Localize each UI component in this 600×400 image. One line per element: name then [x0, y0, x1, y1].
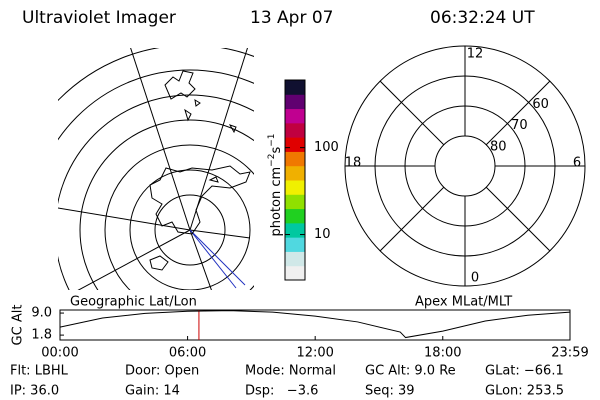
polar-label: Apex MLat/MLT — [415, 295, 512, 310]
colorbar-label: photon cm−2s−1 — [267, 133, 284, 236]
status-field: GLon: 253.5 — [485, 384, 564, 399]
colorbar-segment — [285, 265, 305, 281]
map-label: Geographic Lat/Lon — [70, 295, 197, 310]
polar-ring-label: 70 — [511, 118, 528, 133]
y-tick-label: 1.8 — [31, 328, 52, 343]
colorbar-segment — [285, 122, 305, 138]
colorbar-segment — [285, 80, 305, 95]
polar-ring-label: 60 — [532, 97, 549, 112]
colorbar-segment — [285, 208, 305, 224]
colorbar-segment — [285, 94, 305, 110]
colorbar-frame — [284, 79, 306, 281]
x-tick-label: 06:00 — [169, 346, 206, 361]
status-field: IP: 36.0 — [10, 384, 59, 399]
unit: photon cm — [269, 167, 284, 237]
x-tick-label: 00:00 — [41, 346, 78, 361]
geo-map — [58, 48, 254, 290]
status-field: Seq: 39 — [365, 384, 415, 399]
time: 06:32:24 UT — [430, 8, 535, 28]
colorbar-segment — [285, 165, 305, 181]
status-field: Dsp: −3.6 — [245, 384, 318, 399]
x-tick-label: 12:00 — [296, 346, 333, 361]
altitude-line — [59, 310, 571, 339]
colorbar-segment — [285, 194, 305, 210]
colorbar-segment — [285, 137, 305, 152]
unit: s — [269, 147, 284, 154]
polar-spoke — [379, 80, 445, 146]
polar-spoke — [379, 186, 445, 252]
colorbar-tick-label: 10 — [314, 227, 331, 242]
date: 13 Apr 07 — [250, 8, 333, 28]
polar-hour-label: 0 — [471, 271, 479, 286]
status-field: Flt: LBHL — [10, 364, 69, 379]
exponent: −1 — [267, 133, 277, 146]
polar-hour-label: 6 — [573, 156, 581, 171]
polar-ring-label: 80 — [490, 139, 507, 154]
polar-spoke — [485, 80, 551, 146]
polar-ring — [404, 105, 526, 227]
status-field: Gain: 14 — [125, 384, 180, 399]
status-field: GLat: −66.1 — [485, 364, 564, 379]
polar-spoke — [485, 186, 551, 252]
colorbar-segment — [285, 237, 305, 252]
polar-ring — [374, 75, 556, 257]
y-tick-label: 9.0 — [31, 306, 52, 321]
polar-ring — [434, 135, 496, 197]
title: Ultraviolet Imager — [22, 8, 176, 28]
colorbar-segment — [285, 251, 305, 267]
x-tick-label: 18:00 — [424, 346, 461, 361]
polar-hour-label: 18 — [345, 156, 362, 171]
colorbar-segment — [285, 222, 305, 238]
status-field: Door: Open — [125, 364, 199, 379]
exponent: −2 — [267, 154, 277, 167]
colorbar-segment — [285, 180, 305, 195]
y-axis-label: GC Alt — [11, 305, 26, 346]
colorbar-segment — [285, 151, 305, 167]
status-field: Mode: Normal — [245, 364, 336, 379]
polar-hour-label: 12 — [467, 47, 484, 62]
x-tick-label: 23:59 — [551, 346, 588, 361]
colorbar-tick-label: 100 — [314, 140, 339, 155]
status-field: GC Alt: 9.0 Re — [365, 364, 456, 379]
colorbar-segment — [285, 108, 305, 124]
